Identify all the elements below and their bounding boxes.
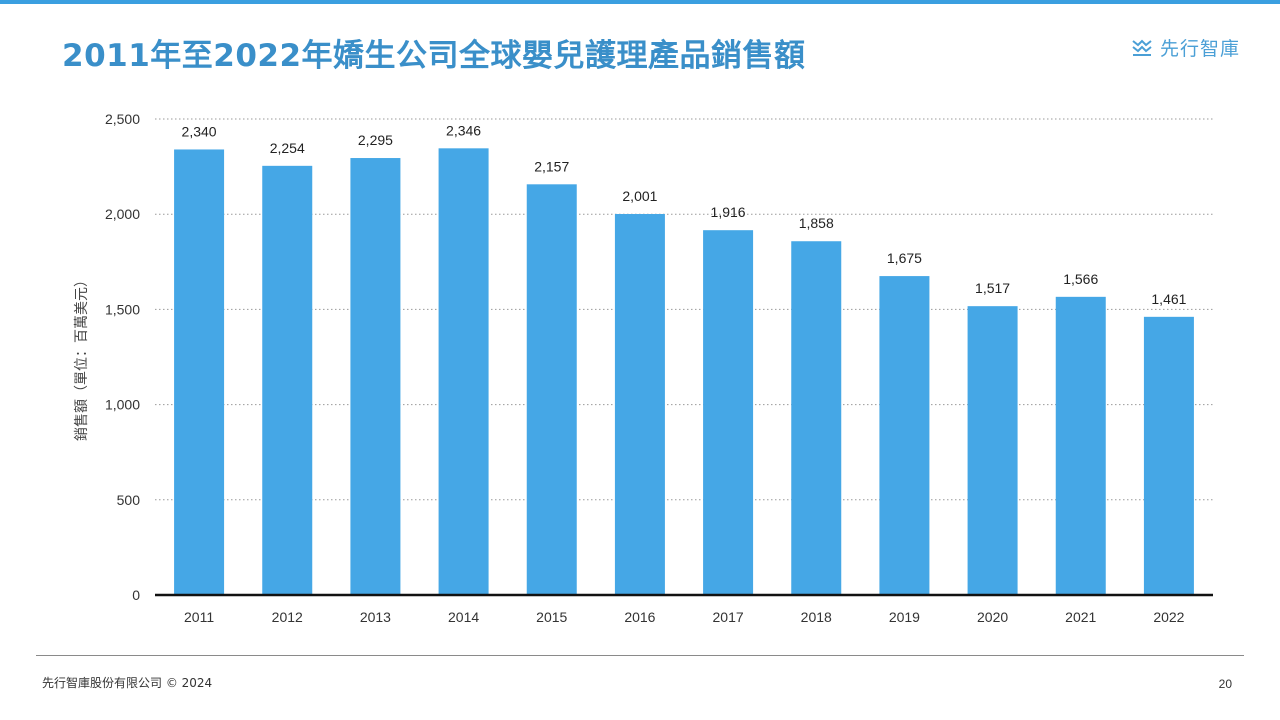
data-label: 1,916 <box>711 204 746 220</box>
x-tick-label: 2018 <box>801 609 832 625</box>
data-labels: 2,340 2,254 2,295 2,346 2,157 2,001 1,916 1,858… <box>182 122 1187 307</box>
brand-name: 先行智庫 <box>1159 38 1240 60</box>
x-tick-labels: 2011 2012 2013 2014 2015 2016 2017 2018 2019 2020… <box>184 609 1185 625</box>
bar <box>174 149 225 596</box>
y-tick-labels: 0 500 1,000 1,500 2,000 2,500 <box>105 111 140 603</box>
footer-company: 先行智庫股份有限公司 © 2024 <box>42 676 213 690</box>
footer-divider <box>36 655 1244 656</box>
x-tick-label: 2016 <box>624 609 655 625</box>
data-label: 2,001 <box>622 188 657 204</box>
bar <box>879 276 930 595</box>
y-axis-label: 銷售額（單位：百萬美元） <box>73 273 89 441</box>
bar <box>967 306 1018 595</box>
y-tick-label: 2,000 <box>105 206 140 222</box>
x-tick-label: 2020 <box>977 609 1008 625</box>
brand: 先行智庫 <box>1132 34 1240 61</box>
data-label: 1,566 <box>1063 271 1098 287</box>
bar <box>262 165 313 596</box>
y-tick-label: 1,500 <box>105 301 140 317</box>
stacked-chevrons-logo-icon <box>1132 39 1152 56</box>
bar <box>526 184 577 596</box>
y-tick-label: 2,500 <box>105 111 140 127</box>
bar <box>703 230 754 595</box>
data-label: 1,461 <box>1151 291 1186 307</box>
page-title: 2011年至2022年嬌生公司全球嬰兒護理產品銷售額 <box>62 38 806 74</box>
x-tick-label: 2021 <box>1065 609 1096 625</box>
x-tick-label: 2017 <box>713 609 744 625</box>
data-label: 1,858 <box>799 215 834 231</box>
grid-lines <box>155 118 1213 501</box>
data-label: 2,157 <box>534 158 569 174</box>
x-tick-label: 2019 <box>889 609 920 625</box>
page-number: 20 <box>1218 677 1232 691</box>
y-tick-label: 500 <box>117 492 141 508</box>
bar <box>438 148 489 595</box>
x-tick-label: 2013 <box>360 609 391 625</box>
y-tick-label: 1,000 <box>105 397 140 413</box>
x-tick-label: 2015 <box>536 609 567 625</box>
data-label: 2,254 <box>270 140 305 156</box>
bar <box>1143 316 1194 595</box>
data-label: 1,675 <box>887 250 922 266</box>
data-label: 1,517 <box>975 280 1010 296</box>
bars <box>174 148 1194 596</box>
x-tick-label: 2022 <box>1153 609 1184 625</box>
data-label: 2,346 <box>446 122 481 138</box>
y-tick-label: 0 <box>132 587 140 603</box>
data-label: 2,295 <box>358 132 393 148</box>
bar <box>614 214 665 596</box>
x-tick-label: 2011 <box>184 609 214 625</box>
x-tick-label: 2012 <box>272 609 303 625</box>
x-tick-label: 2014 <box>448 609 479 625</box>
data-label: 2,340 <box>182 123 217 139</box>
bar <box>350 158 401 596</box>
bar <box>1055 296 1106 595</box>
top-accent-bar <box>0 0 1280 4</box>
bar <box>791 241 842 595</box>
